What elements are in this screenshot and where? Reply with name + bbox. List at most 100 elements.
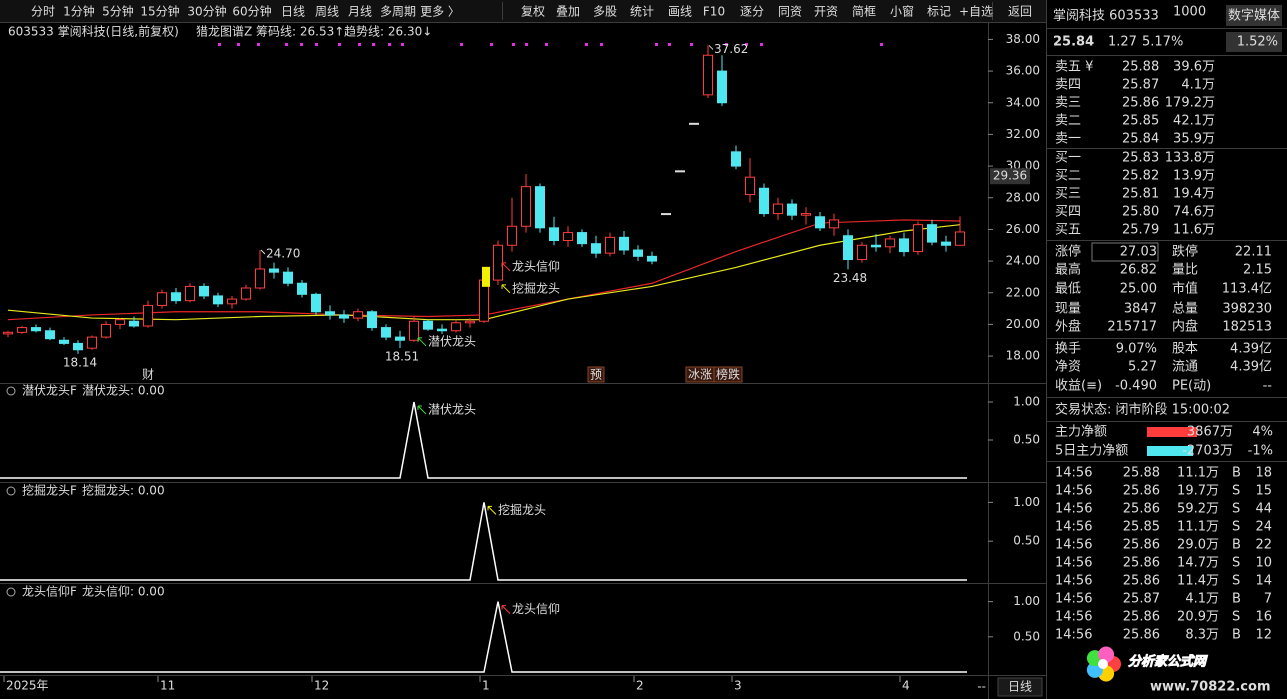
candle-body <box>157 292 167 306</box>
annotation: 24.70 <box>266 247 300 261</box>
toolbar-button[interactable]: 15分钟 <box>140 4 179 19</box>
logo-petal <box>1098 646 1115 663</box>
book-price: 25.83 <box>1122 151 1159 166</box>
stat-label: 量比 <box>1172 263 1198 278</box>
stat-label: 市值 <box>1172 281 1198 297</box>
pane-legend: 挖掘龙头: 0.00 <box>82 483 165 498</box>
extra-pct: 1.52% <box>1237 35 1278 50</box>
sector-button[interactable]: 数字媒体 <box>1228 9 1280 24</box>
toolbar-button[interactable]: 小窗 <box>890 5 914 19</box>
x-tick-label: 3 <box>734 679 742 693</box>
y-tick-label: 28.00 <box>1006 190 1040 204</box>
tick-count: 12 <box>1255 628 1272 643</box>
candle-body <box>395 336 405 341</box>
toolbar-button[interactable]: 30分钟 <box>187 4 226 19</box>
candle-body <box>661 213 671 216</box>
tick-volume: 29.0万 <box>1177 538 1219 553</box>
pane-legend: 龙头信仰: 0.00 <box>82 584 165 599</box>
toolbar-button[interactable]: 1分钟 <box>63 4 95 19</box>
quote-panel: 掌阅科技 603533 1000 数字媒体 25.84 1.27 5.17% 1.52% 卖五… <box>1053 5 1282 695</box>
book-volume: 179.2万 <box>1165 96 1215 111</box>
toolbar-button[interactable]: 月线 <box>348 5 372 19</box>
toolbar-button[interactable]: 分时 <box>31 5 55 19</box>
pane-icon <box>6 587 16 597</box>
candle-body <box>255 268 265 289</box>
tick-time: 14:56 <box>1055 592 1092 607</box>
toolbar-button[interactable]: 标记 <box>927 5 951 19</box>
annotation: 18.14 <box>63 355 97 369</box>
candle-body <box>17 327 27 333</box>
tick-volume: 11.4万 <box>1177 574 1219 589</box>
tick-count: 15 <box>1255 484 1272 499</box>
toolbar-button[interactable]: 返回 <box>1008 5 1032 19</box>
candle-body <box>213 295 223 305</box>
tick-count: 24 <box>1255 520 1272 535</box>
x-tick-label: 1 <box>482 679 490 693</box>
book-label: 卖二 <box>1055 114 1081 129</box>
book-volume: 35.9万 <box>1173 132 1215 147</box>
tick-count: 22 <box>1255 538 1272 553</box>
pane-title: 龙头信仰F <box>22 584 77 599</box>
toolbar-button[interactable]: 5分钟 <box>102 4 134 19</box>
stat-label: 内盘 <box>1172 319 1198 335</box>
stat-value: 113.4亿 <box>1222 282 1272 297</box>
toolbar-button[interactable]: 多周期 <box>380 5 416 19</box>
tick-time: 14:56 <box>1055 466 1092 481</box>
logo-name: 分析家公式网 <box>1128 654 1208 670</box>
candle-body <box>115 319 125 325</box>
candle-body <box>101 323 111 338</box>
tick-volume: 59.2万 <box>1177 502 1219 517</box>
stat-label: 收益(≡) <box>1055 379 1102 394</box>
extra-box <box>1226 32 1282 52</box>
candle-body <box>535 186 545 229</box>
signal-dot <box>401 43 404 46</box>
stat-value: 25.00 <box>1120 282 1157 297</box>
toolbar-button[interactable]: 更多 〉 <box>420 5 460 19</box>
y-tick-label: 32.00 <box>1006 127 1040 141</box>
stat-value: 398230 <box>1222 302 1272 317</box>
signal-dot <box>358 43 361 46</box>
book-label: 买一 <box>1055 151 1081 166</box>
period-button[interactable]: 日线 <box>1008 680 1032 694</box>
toolbar-button[interactable]: 逐分 <box>740 5 764 19</box>
tick-side: B <box>1232 628 1241 643</box>
y-tick-label: 20.00 <box>1006 317 1040 331</box>
candle-body <box>381 327 391 338</box>
toolbar-button[interactable]: 周线 <box>315 5 339 19</box>
toolbar-button[interactable]: 统计 <box>630 5 654 19</box>
toolbar-button[interactable]: F10 <box>703 5 725 19</box>
toolbar-button[interactable]: 日线 <box>281 5 305 19</box>
y-tick-label: 38.00 <box>1006 32 1040 46</box>
period-button-bg <box>997 677 1043 697</box>
tick-volume: 8.3万 <box>1185 628 1219 643</box>
tick-volume: 4.1万 <box>1185 592 1219 607</box>
toolbar-button[interactable]: 叠加 <box>556 5 580 19</box>
signal-dot <box>545 43 548 46</box>
toolbar-button[interactable]: 同资 <box>778 5 802 19</box>
signal-arrow <box>501 605 511 614</box>
toolbar-button[interactable]: 多股 <box>593 5 617 19</box>
toolbar-button[interactable]: 简框 <box>852 5 876 19</box>
toolbar-button[interactable]: 画线 <box>668 5 692 19</box>
signal-label: 挖掘龙头 <box>498 502 546 517</box>
candle-body <box>87 336 97 349</box>
tick-time: 14:56 <box>1055 556 1092 571</box>
tick-side: S <box>1232 484 1240 499</box>
book-price: 25.86 <box>1122 96 1159 111</box>
stat-value: 4.39亿 <box>1230 342 1272 357</box>
signal-dot <box>585 43 588 46</box>
x-tick-label: 4 <box>902 679 910 693</box>
toolbar-button[interactable]: 开资 <box>814 5 838 19</box>
tick-volume: 11.1万 <box>1177 466 1219 481</box>
toolbar-button[interactable]: 复权 <box>521 5 545 19</box>
toolbar-bg <box>0 0 1046 22</box>
book-volume: 13.9万 <box>1173 169 1215 184</box>
toolbar-button[interactable]: +自选 <box>959 5 993 19</box>
book-label: 卖五 ¥ <box>1055 60 1093 75</box>
candle-body <box>297 282 307 295</box>
toolbar-button[interactable]: 60分钟 <box>232 4 271 19</box>
candle-body <box>717 70 727 104</box>
book-volume: 133.8万 <box>1165 151 1215 166</box>
signal-dot <box>388 43 391 46</box>
